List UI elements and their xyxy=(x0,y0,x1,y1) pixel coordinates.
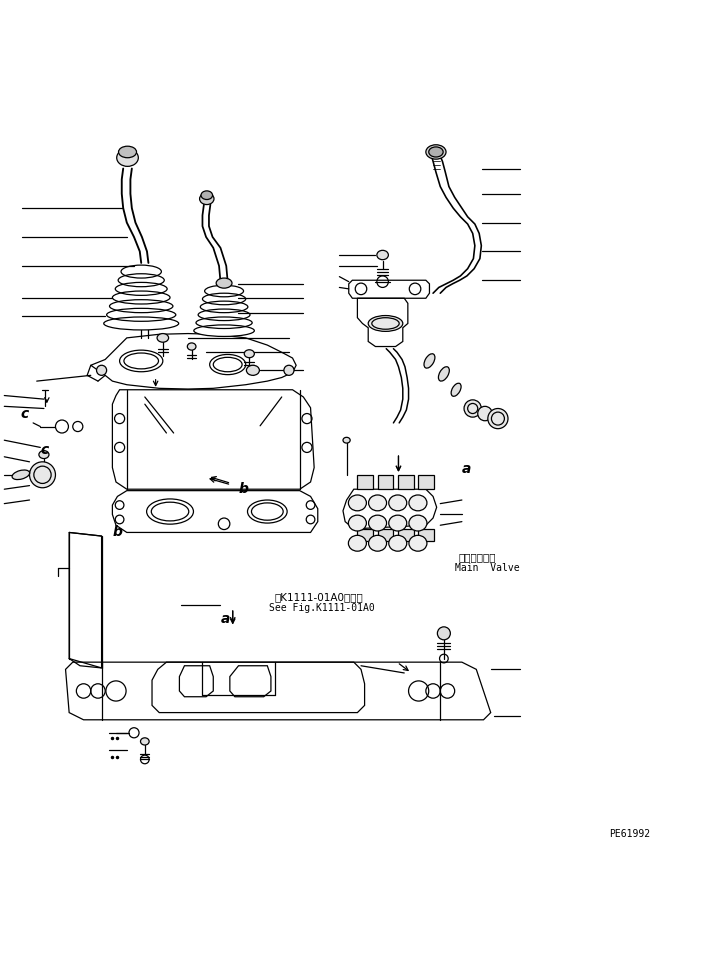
Circle shape xyxy=(438,627,451,640)
Ellipse shape xyxy=(343,438,350,443)
Ellipse shape xyxy=(409,495,427,511)
Ellipse shape xyxy=(368,495,386,511)
Polygon shape xyxy=(357,475,373,489)
Text: a: a xyxy=(220,612,230,626)
Ellipse shape xyxy=(201,191,212,200)
Ellipse shape xyxy=(246,365,259,375)
Text: b: b xyxy=(113,525,122,540)
Text: 第K1111-01A0図参照: 第K1111-01A0図参照 xyxy=(274,592,363,602)
Ellipse shape xyxy=(141,737,149,745)
Ellipse shape xyxy=(388,495,406,511)
Ellipse shape xyxy=(187,343,196,350)
Ellipse shape xyxy=(349,495,366,511)
Ellipse shape xyxy=(349,515,366,531)
Ellipse shape xyxy=(368,315,403,332)
Ellipse shape xyxy=(388,535,406,551)
Polygon shape xyxy=(418,529,434,541)
Polygon shape xyxy=(418,475,434,489)
Ellipse shape xyxy=(117,149,139,167)
Ellipse shape xyxy=(39,450,49,459)
Polygon shape xyxy=(378,529,393,541)
Text: a: a xyxy=(462,462,471,476)
Polygon shape xyxy=(357,529,373,541)
Ellipse shape xyxy=(12,470,30,479)
Ellipse shape xyxy=(368,515,386,531)
Ellipse shape xyxy=(426,145,446,159)
Ellipse shape xyxy=(409,535,427,551)
Ellipse shape xyxy=(104,317,178,330)
Text: Main  Valve: Main Valve xyxy=(455,564,519,574)
Ellipse shape xyxy=(368,535,386,551)
Ellipse shape xyxy=(429,147,443,157)
Ellipse shape xyxy=(193,325,254,336)
Ellipse shape xyxy=(451,384,461,396)
Ellipse shape xyxy=(349,535,366,551)
Text: c: c xyxy=(40,442,48,457)
Ellipse shape xyxy=(438,366,449,381)
Polygon shape xyxy=(398,529,414,541)
Ellipse shape xyxy=(409,515,427,531)
Polygon shape xyxy=(398,475,414,489)
Ellipse shape xyxy=(157,334,169,342)
Circle shape xyxy=(464,400,482,417)
Circle shape xyxy=(30,462,56,488)
Text: b: b xyxy=(238,482,248,496)
Ellipse shape xyxy=(216,278,232,288)
Text: メインバルブ: メインバルブ xyxy=(458,552,496,563)
Ellipse shape xyxy=(118,147,136,158)
Text: PE61992: PE61992 xyxy=(609,829,651,839)
Circle shape xyxy=(478,407,492,420)
Ellipse shape xyxy=(377,251,388,259)
Circle shape xyxy=(284,365,294,375)
Ellipse shape xyxy=(199,193,214,204)
Ellipse shape xyxy=(424,354,435,368)
Ellipse shape xyxy=(244,350,254,358)
Circle shape xyxy=(97,365,107,375)
Ellipse shape xyxy=(388,515,406,531)
Text: c: c xyxy=(21,407,29,420)
Polygon shape xyxy=(378,475,393,489)
Circle shape xyxy=(488,409,508,429)
Text: See Fig.K1111-01A0: See Fig.K1111-01A0 xyxy=(269,603,375,613)
